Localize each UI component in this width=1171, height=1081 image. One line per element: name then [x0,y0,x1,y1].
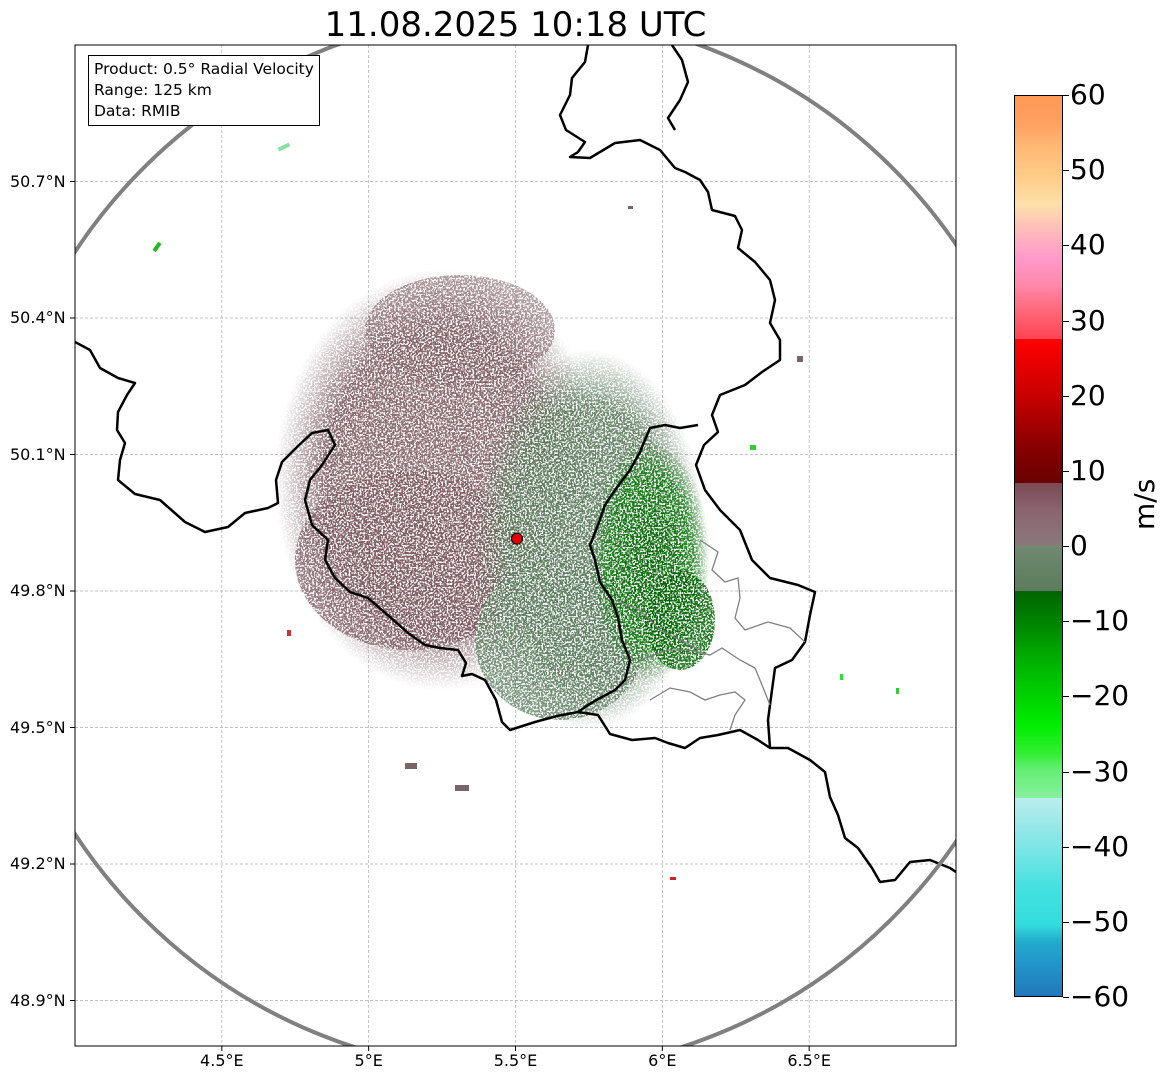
colorbar [1014,95,1063,997]
colorbar-tick [1063,170,1069,172]
lat-label: 50.4°N [10,308,66,327]
colorbar-tick [1063,546,1069,547]
colorbar-tick-label: −30 [1070,754,1130,788]
lon-label: 6°E [648,1051,677,1070]
colorbar-tick-label: 0 [1070,529,1088,562]
lon-label: 4.5°E [200,1051,244,1070]
colorbar-tick-label: −20 [1070,679,1130,713]
colorbar-tick-label: −40 [1070,829,1130,863]
colorbar-tick [1063,245,1069,247]
colorbar-tick [1063,621,1069,623]
colorbar-tick [1063,997,1069,998]
info-data-source: Data: RMIB [94,102,181,120]
info-box: Product: 0.5° Radial Velocity Range: 125… [88,55,320,126]
map-title: 11.08.2025 10:18 UTC [324,5,707,45]
lat-label: 49.8°N [10,581,66,600]
colorbar-tick-label: 10 [1070,453,1106,487]
colorbar-tick-label: −60 [1070,980,1130,1013]
colorbar-tick [1063,95,1069,96]
colorbar-tick [1063,696,1069,698]
lat-label: 50.1°N [10,444,66,464]
info-product: Product: 0.5° Radial Velocity [94,60,314,78]
colorbar-unit-label: m/s [1128,478,1161,530]
colorbar-tick-label: −10 [1070,604,1130,638]
info-range: Range: 125 km [94,81,212,99]
colorbar-tick [1063,470,1069,472]
colorbar-tick-label: 40 [1070,228,1106,262]
lon-label: 5°E [354,1051,383,1070]
radar-echo-field [275,270,715,730]
colorbar-tick-label: −50 [1070,904,1130,938]
colorbar-tick [1063,395,1069,397]
region-borders [614,539,806,731]
colorbar-tick [1063,771,1069,773]
colorbar-tick-label: 50 [1070,153,1106,187]
colorbar-tick [1063,320,1069,322]
colorbar-tick [1063,921,1069,923]
country-borders [75,45,956,884]
radar-scatter-echoes [152,142,899,880]
lon-label: 5.5°E [493,1051,538,1070]
colorbar-tick [1063,846,1069,848]
lat-label: 49.2°N [10,854,66,873]
colorbar-tick-label: 20 [1070,378,1106,412]
lat-label: 50.7°N [10,171,66,191]
colorbar-tick-label: 60 [1070,78,1106,111]
lat-label: 48.9°N [10,990,66,1010]
lat-label: 49.5°N [10,717,66,737]
colorbar-tick-label: 30 [1070,303,1106,337]
axis-ticks [70,181,810,1051]
lon-label: 6.5°E [787,1051,831,1070]
radar-site-marker [510,532,523,545]
